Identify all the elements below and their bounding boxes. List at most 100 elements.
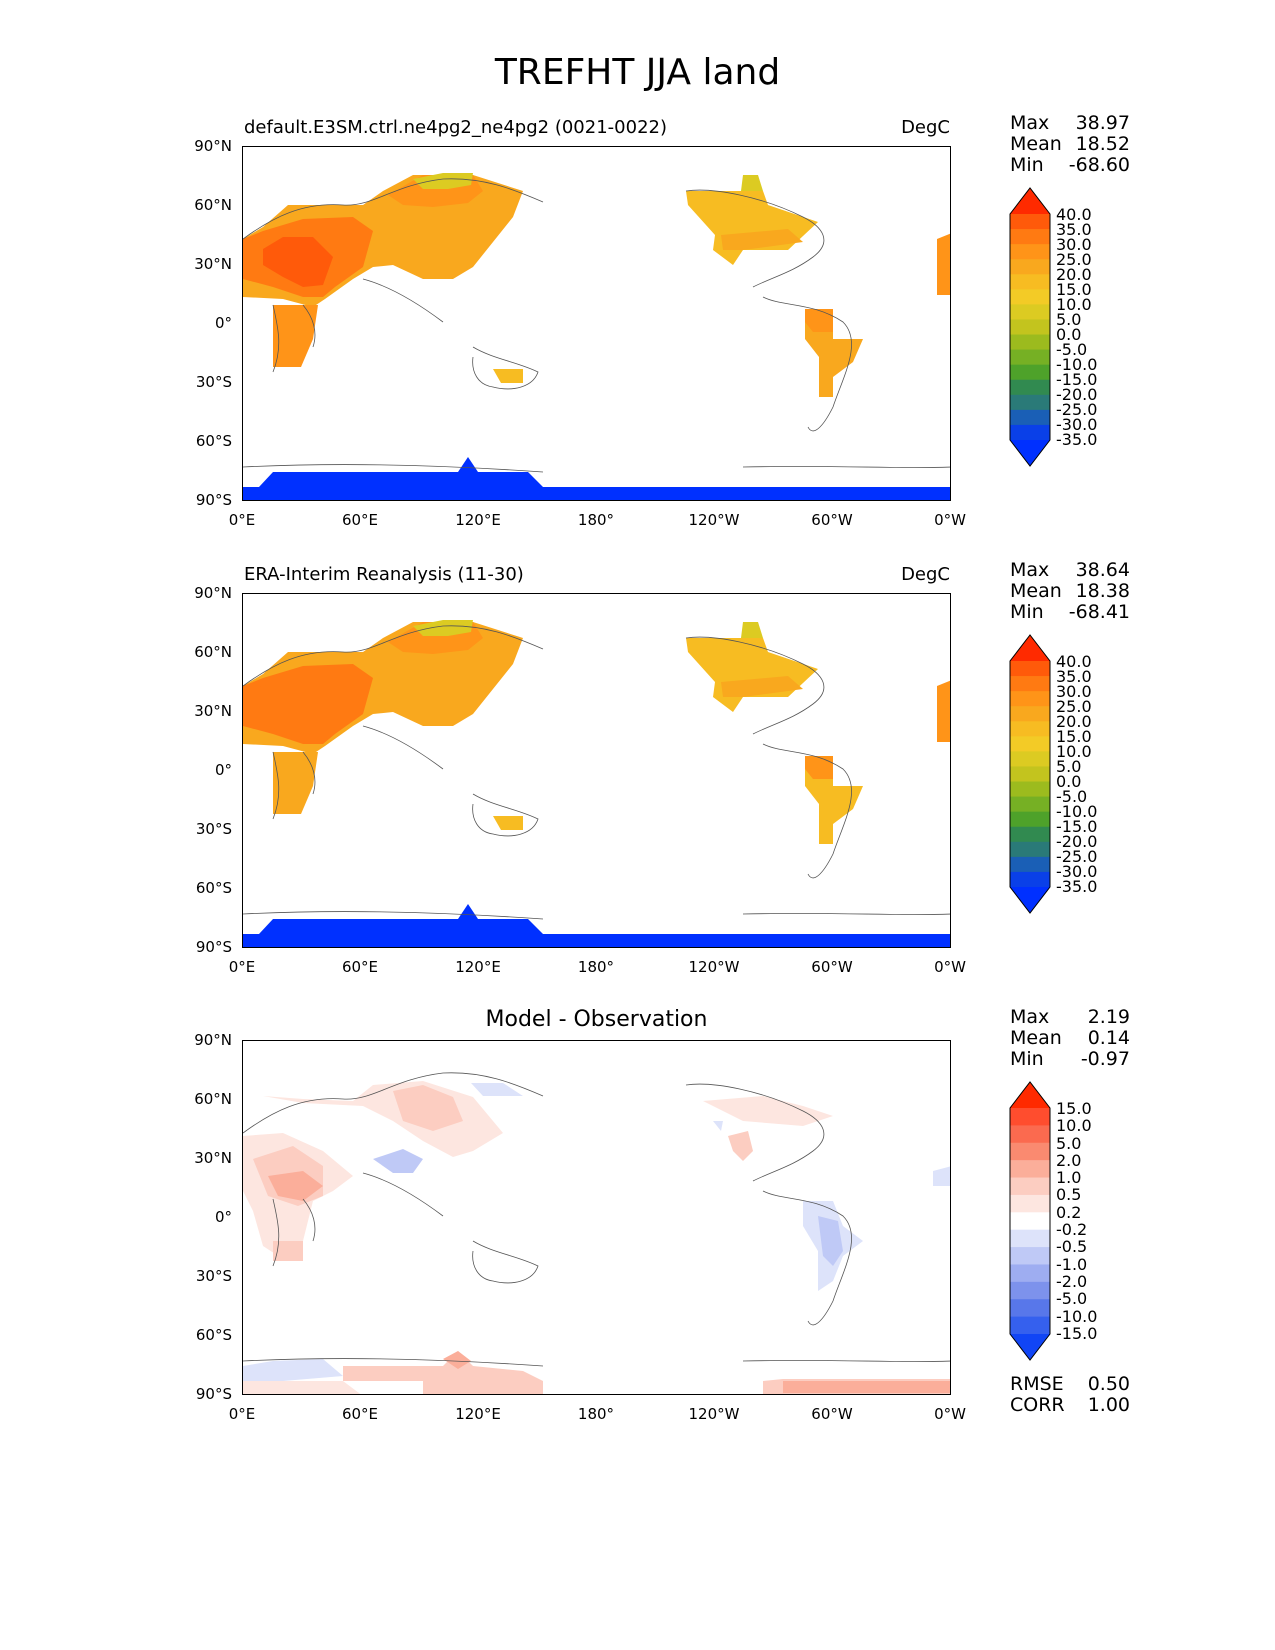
panel-3-lat-tick-30N: 30°N — [194, 1149, 232, 1167]
colorbar-label: 2.0 — [1056, 1150, 1082, 1170]
panel-1-units: DegC — [901, 117, 950, 138]
panel-1-max-label: Max — [1010, 112, 1050, 134]
panel-3-colorbar — [1008, 1080, 1052, 1366]
colorbar-extend-top — [1010, 188, 1050, 214]
colorbar-label: 5.0 — [1056, 757, 1082, 776]
colorbar-label: 10.0 — [1056, 742, 1092, 761]
panel-1-lat-tick-0: 0° — [214, 314, 232, 332]
colorbar-outline — [1009, 1081, 1051, 1361]
panel-3-title: Model - Observation — [485, 1007, 708, 1032]
colorbar-segment — [1010, 349, 1050, 366]
colorbar-label: -30.0 — [1056, 415, 1098, 434]
panel-1-lat-tick-60S: 60°S — [195, 432, 232, 450]
colorbar-label: 35.0 — [1056, 220, 1092, 239]
colorbar-segment — [1010, 364, 1050, 381]
colorbar-label: 1.0 — [1056, 1168, 1082, 1188]
colorbar-label: -15.0 — [1056, 817, 1098, 836]
colorbar-segment — [1010, 676, 1050, 692]
colorbar-segment — [1010, 781, 1050, 798]
panel-3-lon-tick-180: 180° — [577, 1405, 615, 1423]
colorbar-label: -5.0 — [1056, 787, 1088, 806]
panel-2-mean-value: 18.38 — [1075, 580, 1130, 602]
panel-3-min-label: Min — [1010, 1048, 1044, 1070]
colorbar-label: 30.0 — [1056, 235, 1092, 254]
panel-2-colorbar — [1008, 633, 1052, 919]
colorbar-label: 0.0 — [1056, 325, 1082, 344]
colorbar-label: 40.0 — [1056, 205, 1092, 224]
colorbar-label: -15.0 — [1056, 1323, 1098, 1343]
colorbar-label: -10.0 — [1056, 355, 1098, 374]
colorbar-segment — [1010, 259, 1050, 275]
colorbar-segment — [1010, 1316, 1050, 1335]
panel-2-mean-label: Mean — [1010, 580, 1062, 602]
panel-1-lon-tick-0W: 0°W — [934, 511, 966, 529]
colorbar-label: -0.2 — [1056, 1220, 1088, 1240]
colorbar-segment — [1010, 766, 1050, 783]
colorbar-label: 10.0 — [1056, 1116, 1092, 1136]
panel-2-colorbar-labels: 40.0 35.0 30.0 25.0 20.0 15.0 10.0 5.0 0… — [1056, 654, 1098, 895]
panel-1-lon-tick-60E: 60°E — [341, 511, 379, 529]
panel-1-lat-tick-90S: 90°S — [195, 491, 232, 509]
panel-2-left-title: ERA-Interim Reanalysis (11-30) — [244, 564, 524, 585]
colorbar-label: 30.0 — [1056, 682, 1092, 701]
panel-3-corr-value: 1.00 — [1087, 1394, 1130, 1416]
panel-1-colorbar-labels: 40.0 35.0 30.0 25.0 20.0 15.0 10.0 5.0 0… — [1056, 205, 1098, 449]
panel-3-lon-tick-60W: 60°W — [811, 1405, 853, 1423]
colorbar-label: -35.0 — [1056, 430, 1098, 449]
colorbar-segment — [1010, 751, 1050, 767]
panel-2-lon-tick-60E: 60°E — [341, 958, 379, 976]
panel-1-lat-tick-90N: 90°N — [194, 137, 232, 155]
panel-2-min-label: Min — [1010, 601, 1044, 623]
panel-3-lon-tick-60E: 60°E — [341, 1405, 379, 1423]
panel-2-units: DegC — [901, 564, 950, 585]
panel-3-rmse-value: 0.50 — [1087, 1373, 1130, 1395]
colorbar-segment — [1010, 1108, 1050, 1126]
colorbar-label: 0.0 — [1056, 772, 1082, 791]
colorbar-label: -20.0 — [1056, 832, 1098, 851]
colorbar-label: -1.0 — [1056, 1254, 1088, 1274]
colorbar-segment — [1010, 1177, 1050, 1196]
panel-2-lat-tick-90N: 90°N — [194, 584, 232, 602]
colorbar-segment — [1010, 721, 1050, 737]
panel-2-lon-tick-0W: 0°W — [934, 958, 966, 976]
panel-1-lat-tick-30S: 30°S — [195, 373, 232, 391]
panel-2-max-label: Max — [1010, 559, 1050, 581]
colorbar-label: -10.0 — [1056, 1306, 1098, 1326]
panel-3-colorbar-labels: 15.0 10.0 5.0 2.0 1.0 0.5 0.2 -0.2 -0.5 … — [1056, 1100, 1097, 1342]
panel-3-map-svg — [243, 1072, 950, 1394]
panel-1-lat-tick-30N: 30°N — [194, 255, 232, 273]
colorbar-segment — [1010, 856, 1050, 873]
colorbar-label: 20.0 — [1056, 265, 1092, 284]
figure-title: TREFHT JJA land — [494, 52, 781, 93]
colorbar-segment — [1010, 871, 1050, 888]
colorbar-label: -20.0 — [1056, 385, 1098, 404]
panel-2-lat-tick-90S: 90°S — [195, 938, 232, 956]
panel-2-lat-tick-30S: 30°S — [195, 820, 232, 838]
colorbar-label: -30.0 — [1056, 862, 1098, 881]
colorbar-label: -15.0 — [1056, 370, 1098, 389]
colorbar-label: 15.0 — [1056, 1099, 1092, 1118]
panel-3-map — [242, 1040, 951, 1395]
colorbar-segment — [1010, 1281, 1050, 1300]
colorbar-extend-top — [1010, 1082, 1050, 1108]
panel-3-lat-tick-0: 0° — [214, 1208, 232, 1226]
panel-1-map — [242, 146, 951, 501]
panel-3-lat-tick-60S: 60°S — [195, 1326, 232, 1344]
colorbar-segment — [1010, 1247, 1050, 1265]
colorbar-label: -0.5 — [1056, 1237, 1088, 1257]
colorbar-segment — [1010, 661, 1050, 677]
panel-1-mean-value: 18.52 — [1075, 133, 1130, 155]
colorbar-segment — [1010, 811, 1050, 828]
colorbar-segment — [1010, 736, 1050, 752]
colorbar-segment — [1010, 1229, 1050, 1248]
panel-3-max-value: 2.19 — [1087, 1006, 1130, 1028]
colorbar-label: 5.0 — [1056, 1133, 1082, 1153]
colorbar-label: -25.0 — [1056, 847, 1098, 866]
colorbar-extend-bottom — [1010, 1334, 1050, 1360]
panel-3-max-label: Max — [1010, 1006, 1050, 1028]
panel-3-lon-tick-120E: 120°E — [455, 1405, 501, 1423]
panel-1-lon-tick-120W: 120°W — [688, 511, 740, 529]
panel-2-min-value: -68.41 — [1068, 601, 1130, 623]
colorbar-label: 20.0 — [1056, 712, 1092, 731]
colorbar-label: 35.0 — [1056, 667, 1092, 686]
